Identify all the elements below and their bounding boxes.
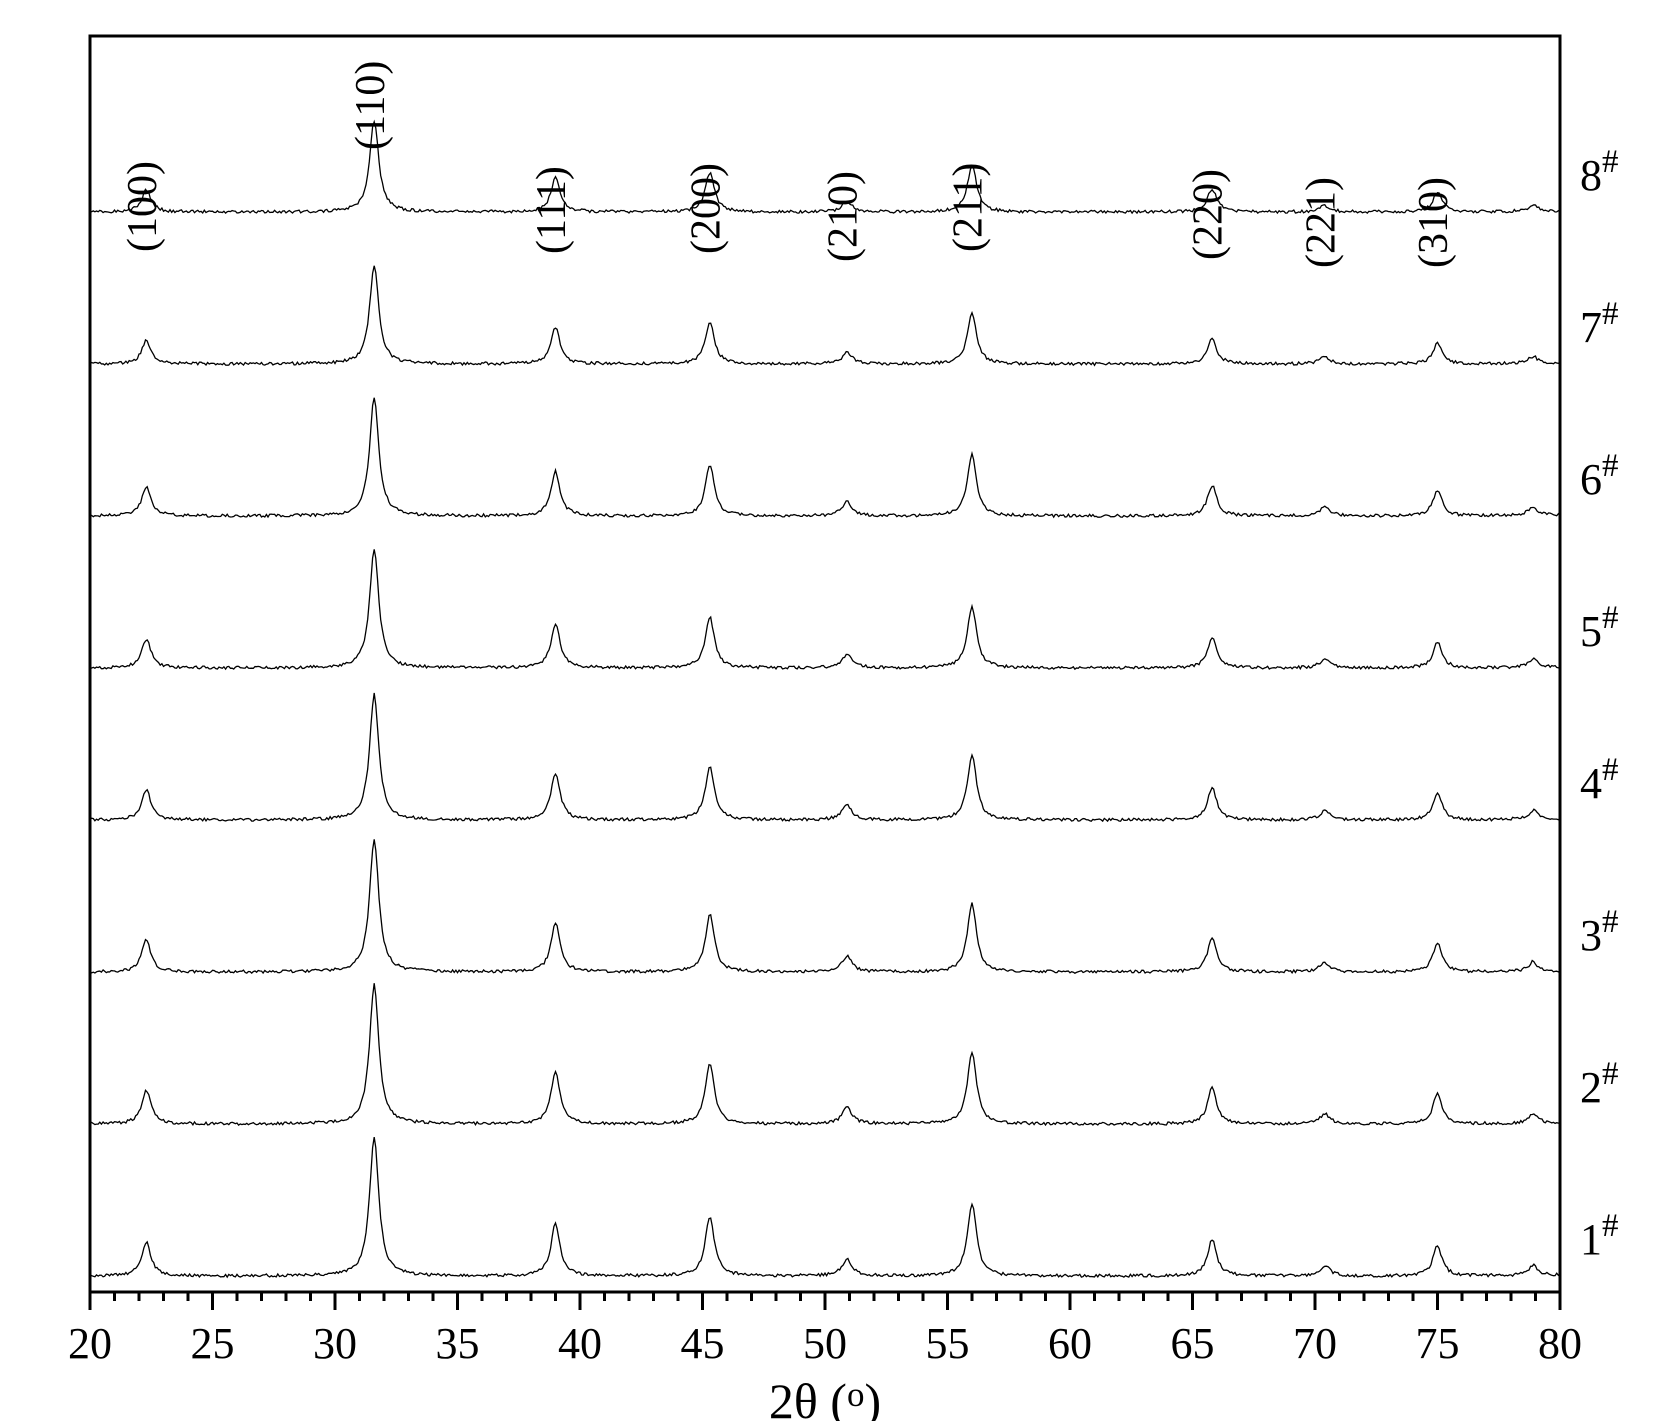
- x-tick-label: 25: [191, 1319, 235, 1368]
- x-tick-label: 70: [1293, 1319, 1337, 1368]
- peak-label-(100): (100): [120, 161, 166, 252]
- x-tick-label: 60: [1048, 1319, 1092, 1368]
- peak-label-(310): (310): [1411, 177, 1457, 268]
- x-tick-label: 30: [313, 1319, 357, 1368]
- peak-label-(200): (200): [683, 163, 729, 254]
- peak-label-(220): (220): [1186, 169, 1232, 260]
- x-tick-label: 40: [558, 1319, 602, 1368]
- x-tick-label: 20: [68, 1319, 112, 1368]
- xrd-chart: 1#2#3#4#5#6#7#8#(100)(110)(111)(200)(210…: [0, 0, 1663, 1421]
- x-axis-label: 2θ (o): [769, 1373, 881, 1421]
- x-tick-label: 65: [1171, 1319, 1215, 1368]
- peak-label-(210): (210): [821, 171, 867, 262]
- peak-label-(221): (221): [1298, 177, 1344, 268]
- x-tick-label: 35: [436, 1319, 480, 1368]
- x-tick-label: 55: [926, 1319, 970, 1368]
- peak-label-(111): (111): [529, 166, 575, 254]
- peak-label-(211): (211): [946, 163, 992, 252]
- x-tick-label: 80: [1538, 1319, 1582, 1368]
- x-tick-label: 45: [681, 1319, 725, 1368]
- x-tick-label: 50: [803, 1319, 847, 1368]
- x-tick-label: 75: [1416, 1319, 1460, 1368]
- peak-label-(110): (110): [348, 61, 394, 150]
